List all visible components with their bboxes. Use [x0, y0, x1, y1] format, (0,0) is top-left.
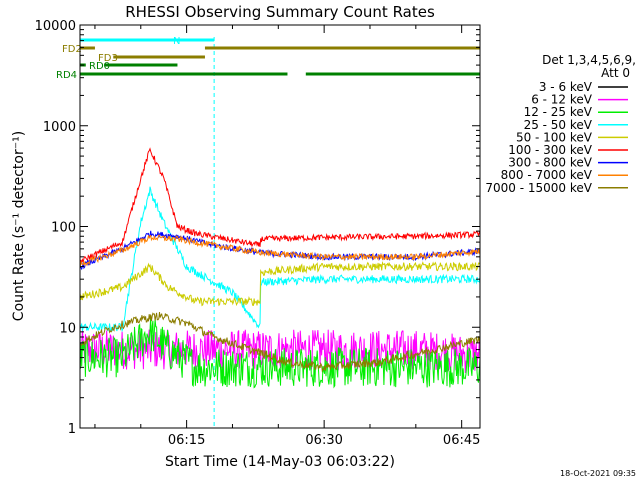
series-line-7 — [79, 234, 481, 267]
legend-entry-label: 12 - 25 keV — [524, 105, 593, 119]
series-line-2 — [79, 315, 481, 389]
y-tick-label: 10000 — [35, 19, 76, 34]
legend-entry-label: 100 - 300 keV — [508, 143, 592, 157]
legend-entry-label: 6 - 12 keV — [531, 93, 593, 107]
legend-entry-label: 7000 - 15000 keV — [485, 181, 592, 195]
legend-entry-label: 300 - 800 keV — [508, 156, 592, 170]
status-bar-label-fd2: FD2 — [62, 44, 82, 55]
series-line-4 — [79, 260, 481, 307]
legend-entry-label: 25 - 50 keV — [524, 118, 593, 132]
y-tick-label: 10 — [59, 321, 76, 336]
status-bar-label-fd3: FD3 — [98, 53, 118, 64]
x-tick-label: 06:30 — [305, 433, 342, 448]
series-line-3 — [79, 186, 481, 333]
x-tick-label: 06:15 — [168, 433, 205, 448]
legend-header-line-2: Att 0 — [601, 66, 630, 80]
x-tick-label: 06:45 — [443, 433, 480, 448]
series-line-5 — [79, 147, 481, 264]
status-bar-label-rd4: RD4 — [56, 70, 77, 81]
x-axis-label: Start Time (14-May-03 06:03:22) — [165, 454, 395, 470]
footer-timestamp: 18-Oct-2021 09:35 — [560, 469, 636, 478]
legend-entry-label: 800 - 7000 keV — [501, 168, 593, 182]
y-tick-label: 1000 — [43, 120, 76, 135]
legend-header-line-1: Det 1,3,4,5,6,9, — [542, 53, 636, 67]
legend-entry-label: 3 - 6 keV — [539, 80, 593, 94]
y-tick-label: 100 — [51, 221, 76, 236]
y-tick-label: 1 — [68, 422, 76, 437]
series-line-8 — [79, 312, 481, 373]
y-axis-label: Count Rate (s⁻¹ detector⁻¹) — [11, 131, 27, 321]
chart-title: RHESSI Observing Summary Count Rates — [125, 3, 435, 21]
night-marker-label: N — [173, 36, 180, 47]
legend-entry-label: 50 - 100 keV — [516, 130, 593, 144]
status-bar-label-rd0: RD0 — [89, 61, 110, 72]
